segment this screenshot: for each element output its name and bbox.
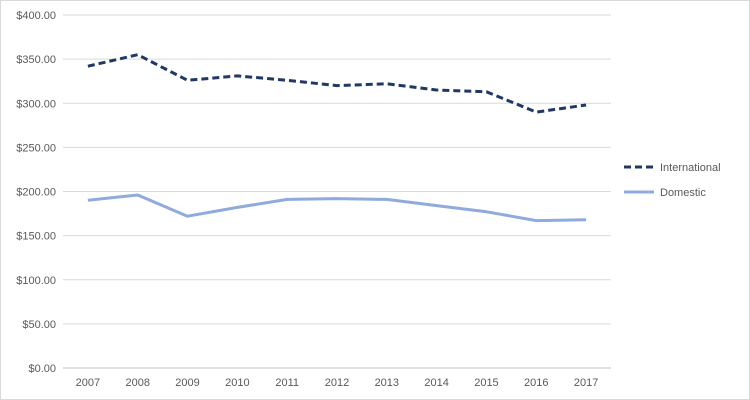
x-axis-tick-labels: 2007 2008 2009 2010 2011 2012 2013 2014 2015 2016… <box>76 377 599 389</box>
x-tick-label: 2008 <box>125 377 149 389</box>
x-tick-label: 2007 <box>76 377 100 389</box>
y-axis-tick-labels: $0.00 $50.00 $100.00 $150.00 $200.00 $250.00 $… <box>16 10 56 375</box>
y-tick-label: $300.00 <box>16 98 56 110</box>
legend: International Domestic <box>624 162 721 199</box>
y-tick-label: $200.00 <box>16 187 56 199</box>
y-tick-label: $0.00 <box>28 363 56 375</box>
x-tick-label: 2012 <box>325 377 349 389</box>
x-tick-label: 2013 <box>375 377 399 389</box>
x-tick-label: 2009 <box>175 377 199 389</box>
y-tick-label: $400.00 <box>16 10 56 22</box>
x-tick-label: 2016 <box>524 377 548 389</box>
series-lines <box>87 53 587 223</box>
y-tick-label: $150.00 <box>16 231 56 243</box>
x-tick-label: 2017 <box>574 377 598 389</box>
international-legend-label: International <box>660 162 721 174</box>
x-tick-label: 2015 <box>474 377 498 389</box>
y-tick-label: $50.00 <box>22 319 56 331</box>
domestic-legend-label: Domestic <box>660 187 706 199</box>
x-tick-label: 2014 <box>424 377 448 389</box>
y-tick-label: $350.00 <box>16 54 56 66</box>
x-tick-label: 2010 <box>225 377 249 389</box>
gridlines <box>63 14 611 369</box>
international-series-line <box>87 53 587 114</box>
y-tick-label: $100.00 <box>16 275 56 287</box>
x-tick-label: 2011 <box>275 377 299 389</box>
y-tick-label: $250.00 <box>16 142 56 154</box>
domestic-series-line <box>87 193 587 223</box>
